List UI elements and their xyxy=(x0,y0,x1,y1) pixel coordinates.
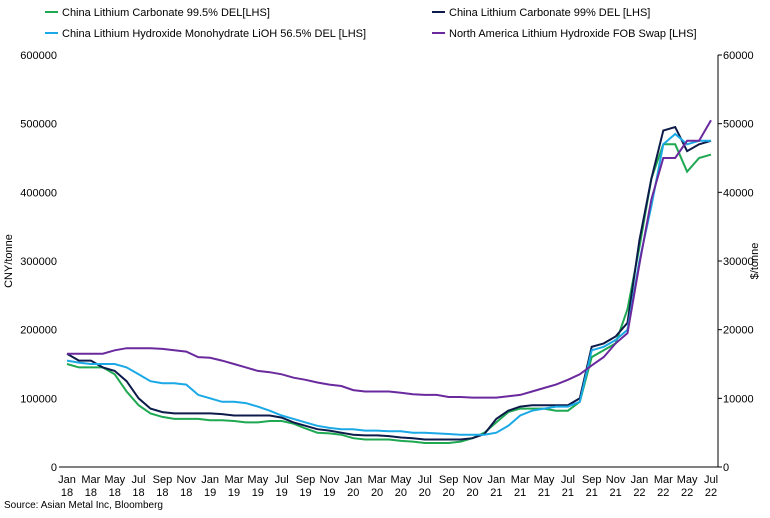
x-tick-label: Mar 19 xyxy=(224,474,243,499)
x-tick-label: May 22 xyxy=(677,474,698,499)
y2-axis-label: $/tonne xyxy=(749,243,761,280)
x-tick-label: Jan 22 xyxy=(631,474,649,499)
x-tick-label: Nov 18 xyxy=(176,474,196,499)
y-tick-label: 500000 xyxy=(20,119,57,131)
x-tick-label: Jul 22 xyxy=(704,474,718,499)
y-tick-label: 0 xyxy=(51,462,57,474)
y2-tick-label: 40000 xyxy=(723,187,754,199)
y2-tick-label: 30000 xyxy=(723,256,754,268)
x-tick-label: May 20 xyxy=(391,474,412,499)
y-tick-label: 400000 xyxy=(20,187,57,199)
y-tick-label: 100000 xyxy=(20,393,57,405)
legend-label: China Lithium Carbonate 99.5% DEL[LHS] xyxy=(62,7,270,19)
series-line xyxy=(66,132,711,436)
x-tick-label: Nov 19 xyxy=(320,474,340,499)
x-tick-label: May 19 xyxy=(247,474,268,499)
x-tick-label: Mar 18 xyxy=(81,474,100,499)
x-tick-label: May 21 xyxy=(534,474,555,499)
x-tick-label: Jan 19 xyxy=(201,474,219,499)
y-tick-label: 300000 xyxy=(20,256,57,268)
source: Source: Asian Metal Inc, Bloomberg xyxy=(4,500,163,511)
x-tick-label: Sep 20 xyxy=(439,474,459,499)
x-tick-label: Jan 21 xyxy=(487,474,505,499)
x-tick-label: Nov 20 xyxy=(463,474,483,499)
y2-tick-label: 20000 xyxy=(723,325,754,337)
x-tick-label: Sep 21 xyxy=(582,474,602,499)
legend-label: North America Lithium Hydroxide FOB Swap… xyxy=(449,28,697,40)
y2-tick-label: 50000 xyxy=(723,119,754,131)
y-axis-label: CNY/tonne xyxy=(3,234,15,288)
x-tick-label: Jul 18 xyxy=(132,474,146,499)
series-line xyxy=(66,125,712,441)
x-tick-label: Jul 21 xyxy=(561,474,575,499)
x-tick-label: Jul 20 xyxy=(418,474,432,499)
x-tick-label: Sep 19 xyxy=(296,474,316,499)
x-tick-label: Jul 19 xyxy=(275,474,289,499)
x-tick-label: Jan 20 xyxy=(344,474,362,499)
y2-tick-label: 0 xyxy=(723,462,729,474)
y-tick-label: 600000 xyxy=(20,50,57,62)
x-tick-label: Mar 20 xyxy=(368,474,387,499)
y2-tick-label: 60000 xyxy=(723,50,754,62)
series-line xyxy=(66,143,712,444)
x-tick-label: Jan 18 xyxy=(58,474,76,499)
x-tick-label: May 18 xyxy=(104,474,125,499)
legend-label: China Lithium Hydroxide Monohydrate LiOH… xyxy=(62,28,366,40)
x-tick-label: Sep 18 xyxy=(153,474,173,499)
y-tick-label: 200000 xyxy=(20,325,57,337)
x-tick-label: Mar 22 xyxy=(654,474,673,499)
x-tick-label: Nov 21 xyxy=(606,474,626,499)
series-line xyxy=(67,119,712,399)
x-tick-label: Mar 21 xyxy=(511,474,530,499)
legend-label: China Lithium Carbonate 99% DEL [LHS] xyxy=(449,7,650,19)
y2-tick-label: 10000 xyxy=(723,393,754,405)
